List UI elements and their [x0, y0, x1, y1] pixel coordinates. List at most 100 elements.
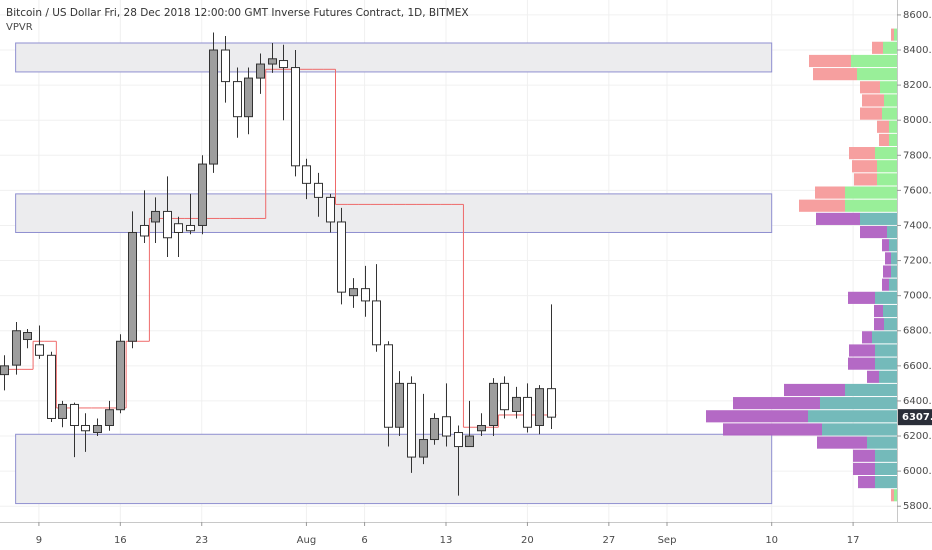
- profile-up: [889, 278, 897, 291]
- profile-up: [875, 291, 897, 304]
- candle-body: [500, 382, 509, 411]
- profile-down: [883, 265, 891, 278]
- profile-down: [882, 278, 889, 291]
- candle-body: [198, 163, 207, 226]
- candle-body: [489, 382, 498, 426]
- y-tick-label: 7200.0: [903, 256, 932, 267]
- candles-layer: [0, 32, 556, 496]
- candle-body: [395, 382, 404, 428]
- profile-up: [845, 383, 897, 397]
- candle-body: [442, 416, 451, 437]
- profile-down: [733, 397, 820, 410]
- profile-up: [889, 133, 897, 147]
- x-tick-label: 16: [114, 535, 127, 546]
- zone: [15, 42, 773, 73]
- profile-up: [867, 436, 897, 449]
- candle-body: [23, 332, 32, 341]
- candle-body: [58, 403, 67, 419]
- candle-body: [314, 182, 323, 198]
- x-tick-label: 13: [440, 535, 453, 546]
- profile-up: [851, 54, 897, 68]
- profile-up: [883, 41, 897, 54]
- candle-body: [233, 81, 242, 118]
- profile-up: [894, 489, 897, 502]
- candle-body: [244, 77, 253, 118]
- profile-down: [885, 252, 891, 265]
- profile-up: [875, 449, 897, 462]
- x-tick-label: 6: [361, 535, 367, 546]
- profile-down: [862, 94, 884, 107]
- y-tick-label: 7400.0: [903, 220, 932, 231]
- profile-up: [845, 186, 897, 199]
- candle-body: [35, 344, 44, 356]
- profile-up: [872, 331, 897, 344]
- candle-body: [454, 432, 463, 448]
- x-tick-label: 20: [521, 535, 534, 546]
- profile-down: [816, 212, 860, 225]
- profile-up: [808, 410, 897, 423]
- x-tick-label: Aug: [297, 535, 317, 546]
- zones-layer: [15, 42, 773, 505]
- candle-body: [477, 424, 486, 432]
- candle-body: [81, 424, 90, 432]
- candle-body: [256, 63, 265, 79]
- step-layer: [0, 68, 557, 428]
- candle-body: [407, 382, 416, 458]
- x-tick-label: 27: [602, 535, 615, 546]
- profile-down: [860, 225, 887, 239]
- candle-body: [186, 224, 195, 232]
- candle-body: [209, 49, 218, 165]
- x-tick-label: 17: [847, 535, 860, 546]
- y-tick-label: 8400.0: [903, 45, 932, 56]
- x-tick-label: 9: [36, 535, 42, 546]
- candle-body: [302, 165, 311, 184]
- candle-body: [430, 417, 439, 441]
- zone: [15, 193, 773, 233]
- candle-body: [128, 231, 137, 342]
- profile-down: [813, 68, 857, 81]
- profile-up: [887, 225, 897, 239]
- profile-layer: [706, 28, 897, 502]
- profile-down: [815, 186, 845, 199]
- candle-body: [12, 330, 21, 366]
- profile-down: [858, 476, 875, 489]
- profile-up: [883, 304, 897, 318]
- candle-body: [70, 403, 79, 426]
- profile-down: [860, 81, 880, 94]
- candle-body: [291, 67, 300, 167]
- candle-body: [221, 49, 230, 83]
- profile-down: [877, 120, 889, 133]
- y-tick-label: 6400.0: [903, 396, 932, 407]
- profile-down: [874, 318, 884, 331]
- profile-up: [889, 239, 897, 252]
- last-price-label: 6307.5: [902, 412, 932, 423]
- profile-up: [884, 94, 897, 107]
- profile-down: [862, 331, 872, 344]
- profile-down: [853, 462, 875, 476]
- profile-up: [875, 476, 897, 489]
- candle-body: [93, 424, 102, 434]
- zone: [15, 433, 773, 505]
- profile-down: [879, 133, 889, 147]
- y-tick-label: 6800.0: [903, 326, 932, 337]
- profile-down: [799, 199, 845, 212]
- candle-body: [372, 300, 381, 346]
- profile-down: [849, 147, 875, 160]
- candle-body: [512, 396, 521, 412]
- profile-up: [879, 370, 897, 383]
- profile-down: [882, 239, 889, 252]
- candle-body: [349, 288, 358, 297]
- y-tick-label: 5800.0: [903, 501, 932, 512]
- profile-down: [891, 489, 894, 502]
- profile-up: [894, 28, 897, 41]
- last-price-tag: [898, 409, 932, 426]
- profile-down: [854, 173, 877, 186]
- profile-down: [872, 41, 883, 54]
- profile-down: [849, 344, 875, 357]
- y-tick-label: 7600.0: [903, 185, 932, 196]
- profile-down: [848, 357, 875, 370]
- y-tick-label: 8200.0: [903, 80, 932, 91]
- profile-up: [875, 147, 897, 160]
- profile-down: [867, 370, 879, 383]
